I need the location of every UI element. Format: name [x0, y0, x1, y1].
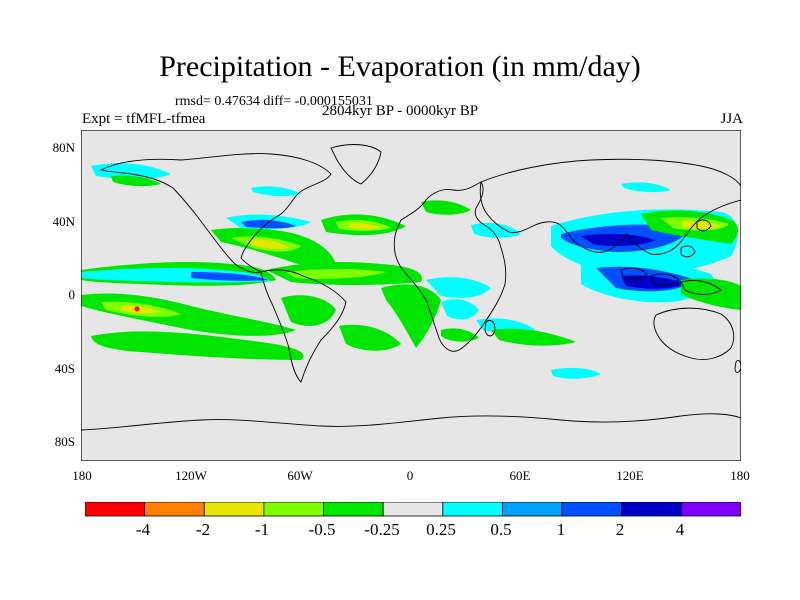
colorbar-box-6: [382, 502, 444, 517]
south-pacific-dry-peak: [121, 305, 159, 314]
lon-label-180e: 180: [730, 468, 750, 483]
pe-map: [81, 130, 741, 461]
antarctica-coast: [81, 413, 741, 431]
colorbar-box-5: [323, 502, 384, 517]
colorbar-label-10: 4: [675, 520, 685, 539]
japan-coast: [696, 219, 712, 232]
gulf-positive-core: [241, 219, 296, 229]
north-atlantic-peak: [349, 223, 381, 230]
coastlines: [81, 144, 741, 431]
philippines-coast: [680, 245, 696, 258]
colorbar-label-7: 0.5: [490, 520, 512, 539]
lon-label-60w: 60W: [287, 468, 313, 483]
lat-label-40s: 40S: [54, 361, 75, 376]
colorbar-label-6: 0.25: [426, 520, 456, 539]
colorbar-box-3: [203, 502, 265, 517]
pe-anomaly-fields: [81, 163, 741, 379]
colorbar-box-2: [144, 502, 205, 517]
colorbar-box-8: [502, 502, 563, 517]
siberia-positive: [621, 182, 671, 193]
africa-east-positive: [426, 277, 491, 298]
lon-label-120e: 120E: [616, 468, 644, 483]
west-pacific-dry-peak: [681, 221, 721, 229]
indian-ocean-west-positive: [441, 299, 479, 320]
indian-ocean-south-field: [491, 328, 576, 346]
colorbar-label-2: -2: [195, 520, 211, 539]
south-pacific-dry-dot: [134, 306, 140, 312]
colorbar-label-8: 1: [556, 520, 566, 539]
madagascar-coast: [484, 319, 496, 337]
lat-label-80n: 80N: [52, 140, 75, 155]
southern-indian-positive: [551, 367, 601, 379]
canada-positive: [251, 186, 301, 197]
colorbar-box-1: [85, 502, 146, 517]
colorbar-box-11: [680, 502, 741, 517]
period-label: 2804kyr BP - 0000kyr BP: [322, 103, 479, 119]
colorbar-box-9: [561, 502, 623, 517]
north-pacific-field: [111, 175, 161, 187]
sumatra-coast: [620, 267, 648, 280]
colorbar-label-3: -1: [254, 520, 270, 539]
bering-positive: [91, 163, 171, 180]
lat-label-80s: 80S: [54, 434, 75, 449]
mozambique-field: [441, 328, 479, 342]
north-africa-positive: [471, 222, 521, 238]
asia-coast: [479, 158, 741, 255]
atlantic-itcz-core: [286, 269, 386, 279]
lon-label-0: 0: [406, 468, 414, 483]
southern-pacific-band: [91, 331, 304, 360]
borneo-coast: [650, 273, 680, 286]
colorbar-label-5: -0.25: [364, 520, 400, 539]
colorbar-box-4: [263, 502, 324, 517]
colorbar-label-1: -4: [135, 520, 151, 539]
south-america-coast: [260, 269, 347, 383]
colorbar: [85, 502, 741, 517]
colorbar-label-4: -0.5: [308, 520, 336, 539]
australia-coast: [653, 307, 735, 360]
colorbar-box-7: [442, 502, 503, 517]
new-guinea-coast: [680, 279, 722, 295]
greenland-coast: [330, 144, 382, 185]
lat-label-0: 0: [68, 287, 76, 302]
africa-europe-coast: [393, 181, 507, 352]
rmsd-subtitle: rmsd= 0.47634 diff= -0.000155031: [175, 94, 373, 109]
map-title: Precipitation - Evaporation (in mm/day): [159, 50, 641, 83]
lon-label-120w: 120W: [175, 468, 207, 483]
lat-label-40n: 40N: [52, 214, 75, 229]
lon-label-180w: 180: [72, 468, 92, 483]
south-atlantic-field: [339, 324, 401, 351]
north-america-coast: [99, 153, 332, 273]
south-america-field: [281, 295, 336, 326]
season-label: JJA: [720, 111, 743, 127]
caribbean-peak: [251, 239, 289, 249]
colorbar-boxes: [85, 502, 741, 517]
lon-label-60e: 60E: [509, 468, 531, 483]
experiment-label: Expt = tfMFL-tfmea: [82, 111, 206, 127]
colorbar-label-9: 2: [615, 520, 625, 539]
colorbar-box-10: [621, 502, 682, 517]
asian-monsoon-peak: [581, 233, 656, 247]
itcz-pacific-strong: [191, 272, 269, 281]
europe-field: [421, 200, 471, 215]
